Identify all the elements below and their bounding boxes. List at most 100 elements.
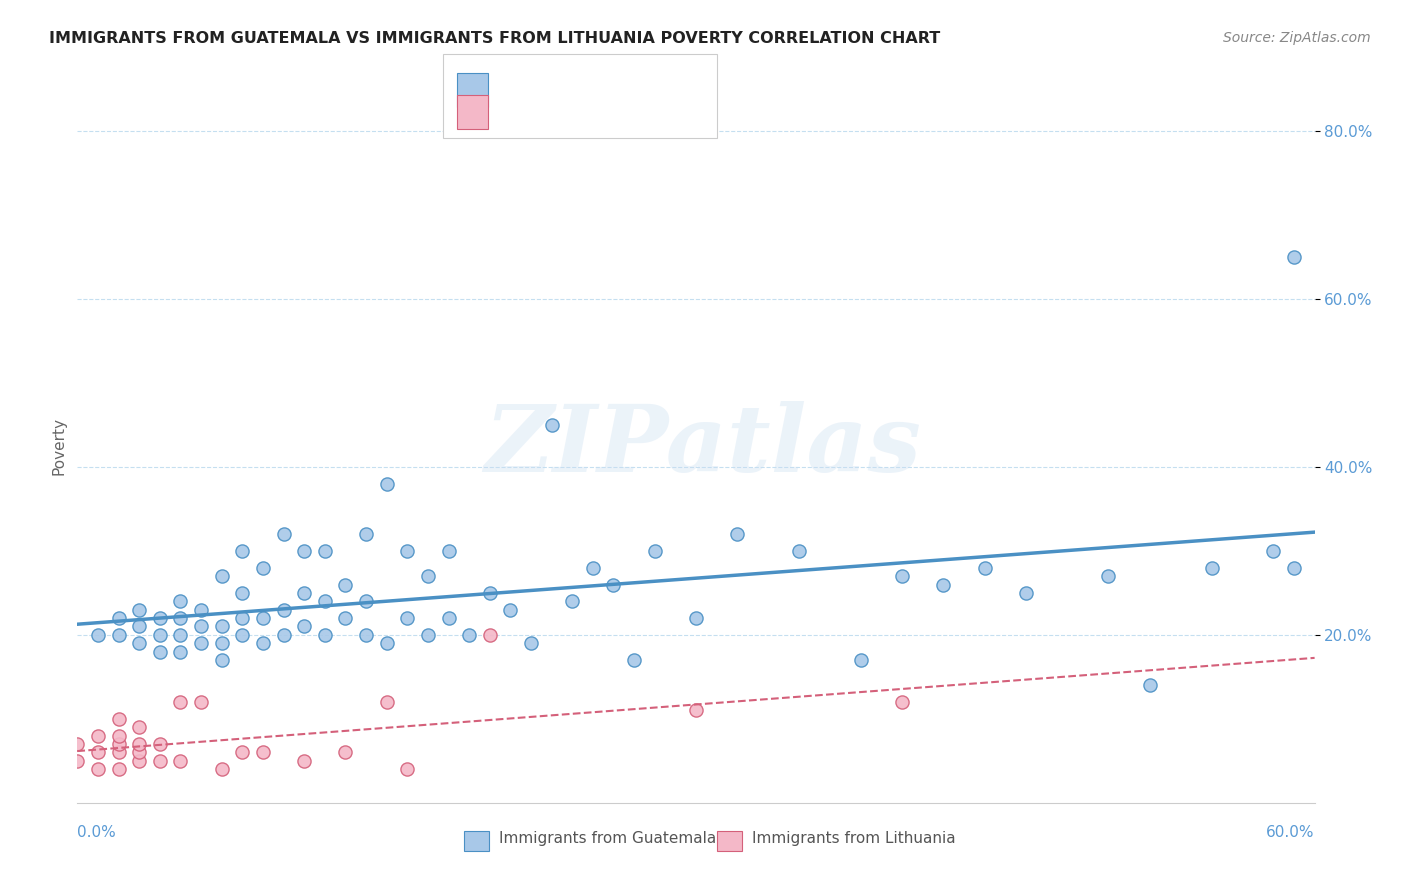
Point <box>107 746 129 760</box>
Point <box>437 611 460 625</box>
Point <box>437 544 460 558</box>
Point <box>149 611 172 625</box>
Point <box>169 754 191 768</box>
Point <box>211 569 233 583</box>
Point <box>169 611 191 625</box>
Point <box>66 754 89 768</box>
Text: R = -0.055   N = 29: R = -0.055 N = 29 <box>499 110 662 128</box>
Point <box>169 645 191 659</box>
Point <box>787 544 810 558</box>
Point <box>107 762 129 776</box>
Text: ZIPatlas: ZIPatlas <box>485 401 921 491</box>
Point <box>1139 678 1161 692</box>
Point <box>149 737 172 751</box>
Point <box>1201 560 1223 574</box>
Text: Source: ZipAtlas.com: Source: ZipAtlas.com <box>1223 31 1371 45</box>
Point <box>314 544 336 558</box>
Point <box>1282 560 1305 574</box>
Point <box>478 628 501 642</box>
Point <box>107 628 129 642</box>
Point <box>128 619 150 633</box>
Point <box>149 645 172 659</box>
Point <box>87 746 110 760</box>
Point <box>602 577 624 591</box>
Point <box>499 603 522 617</box>
Point <box>190 695 212 709</box>
Point <box>66 737 89 751</box>
Point <box>396 762 419 776</box>
Point <box>292 619 315 633</box>
Point <box>211 619 233 633</box>
Point <box>190 619 212 633</box>
Point <box>891 569 914 583</box>
Point <box>107 729 129 743</box>
Point <box>149 628 172 642</box>
Point <box>87 729 110 743</box>
Point <box>582 560 605 574</box>
Point <box>128 737 150 751</box>
Point <box>416 628 439 642</box>
Point <box>231 544 253 558</box>
Point <box>292 544 315 558</box>
Point <box>190 603 212 617</box>
Point <box>231 628 253 642</box>
Point <box>375 476 398 491</box>
Text: R =  0.479   N = 73: R = 0.479 N = 73 <box>499 67 661 85</box>
Point <box>128 754 150 768</box>
Point <box>973 560 995 574</box>
Point <box>169 594 191 608</box>
Point <box>335 746 357 760</box>
Point <box>211 762 233 776</box>
Point <box>87 628 110 642</box>
Point <box>1097 569 1119 583</box>
Point <box>396 544 419 558</box>
Point <box>375 695 398 709</box>
Point <box>252 611 274 625</box>
Point <box>520 636 543 650</box>
Point <box>231 586 253 600</box>
Point <box>375 636 398 650</box>
Point <box>314 628 336 642</box>
Text: 60.0%: 60.0% <box>1267 825 1315 840</box>
Point <box>932 577 955 591</box>
Point <box>128 720 150 734</box>
Text: Immigrants from Guatemala: Immigrants from Guatemala <box>499 831 717 847</box>
Point <box>128 603 150 617</box>
Point <box>354 628 377 642</box>
Point <box>211 636 233 650</box>
Text: Immigrants from Lithuania: Immigrants from Lithuania <box>752 831 956 847</box>
Point <box>292 754 315 768</box>
Point <box>231 746 253 760</box>
Point <box>107 611 129 625</box>
Point <box>416 569 439 583</box>
Y-axis label: Poverty: Poverty <box>51 417 66 475</box>
Point <box>891 695 914 709</box>
Point <box>169 695 191 709</box>
Point <box>623 653 645 667</box>
Point <box>685 611 707 625</box>
Point <box>685 703 707 717</box>
Point <box>252 636 274 650</box>
Point <box>354 527 377 541</box>
Point <box>335 611 357 625</box>
Point <box>1015 586 1038 600</box>
Point <box>354 594 377 608</box>
Point <box>561 594 583 608</box>
Point <box>335 577 357 591</box>
Point <box>1263 544 1285 558</box>
Point <box>128 636 150 650</box>
Point <box>211 653 233 667</box>
Point <box>273 527 295 541</box>
Point <box>169 628 191 642</box>
Text: 0.0%: 0.0% <box>77 825 117 840</box>
Point <box>396 611 419 625</box>
Point <box>292 586 315 600</box>
Point <box>1282 250 1305 264</box>
Point <box>644 544 666 558</box>
Point <box>478 586 501 600</box>
Point <box>87 762 110 776</box>
Point <box>273 628 295 642</box>
Point <box>231 611 253 625</box>
Point <box>107 712 129 726</box>
Point <box>252 560 274 574</box>
